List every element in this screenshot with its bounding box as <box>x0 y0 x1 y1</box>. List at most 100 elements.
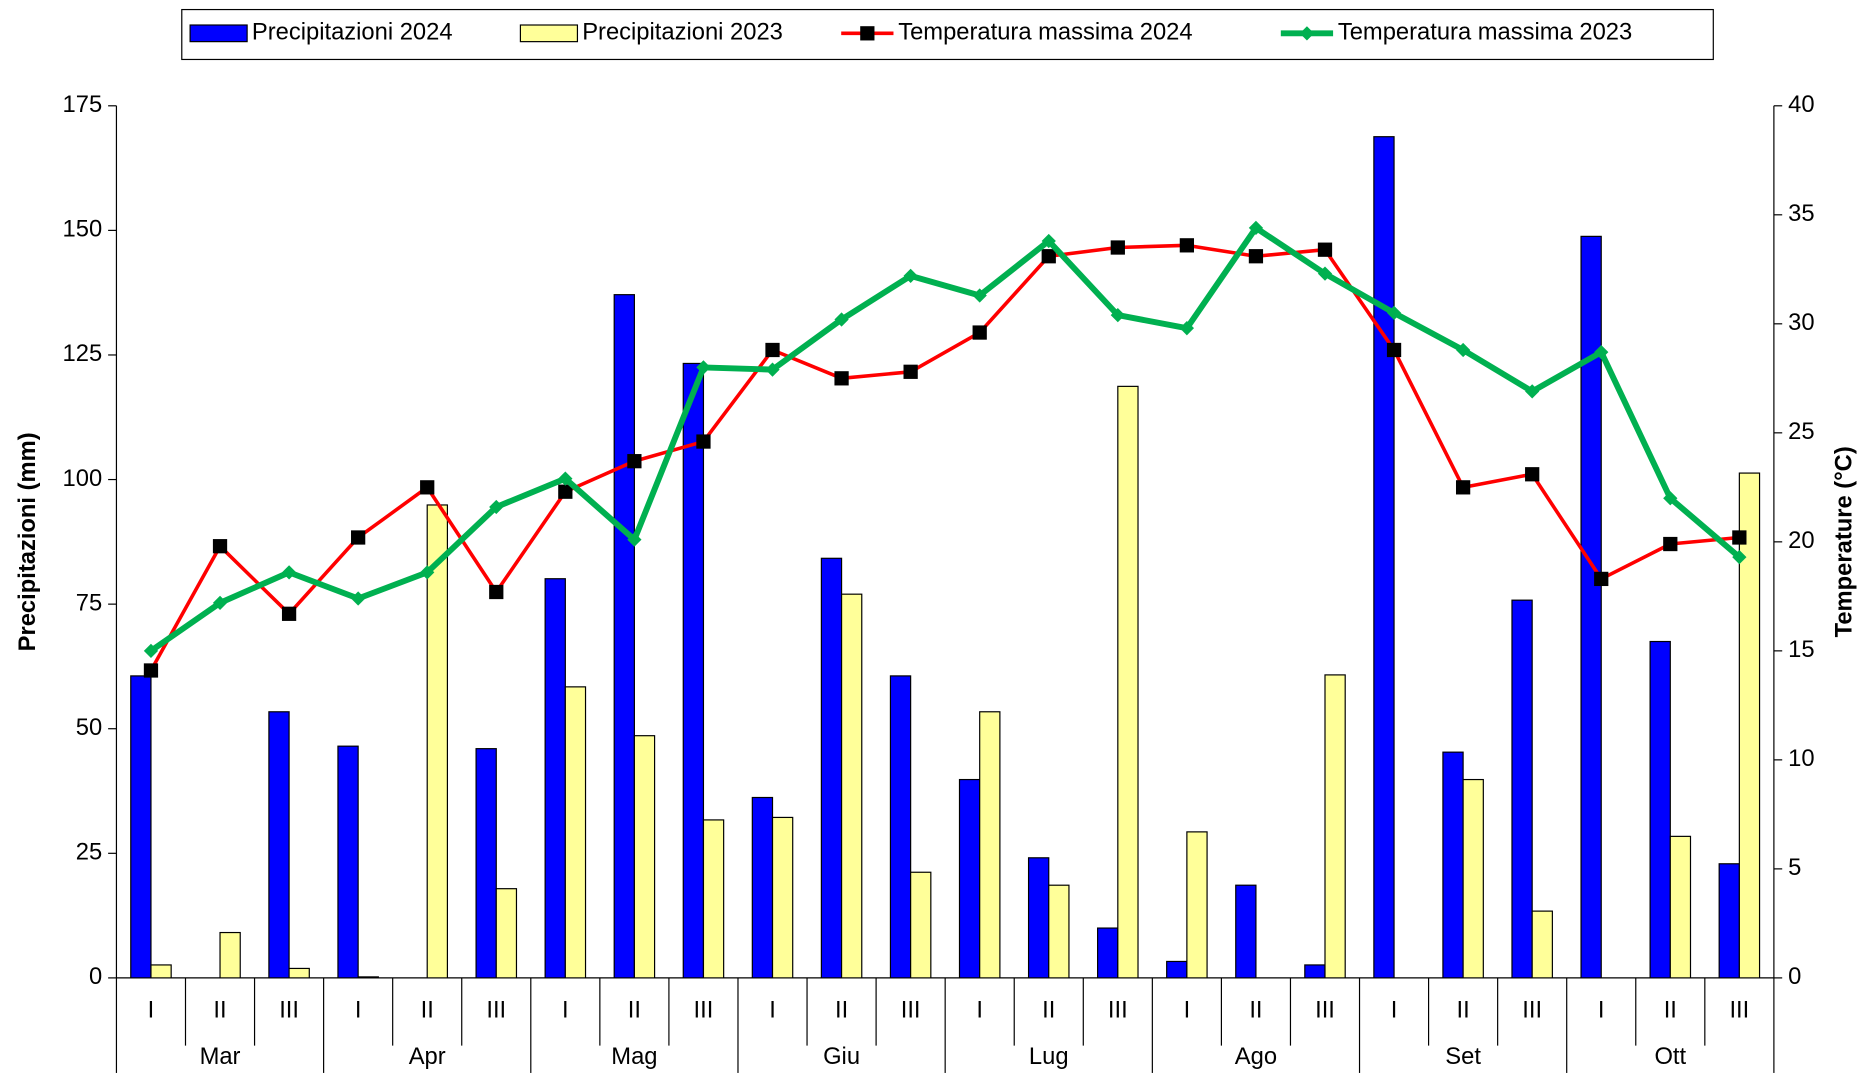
point <box>143 663 159 678</box>
point <box>1179 321 1195 336</box>
y2-tick-label: 25 <box>1788 418 1814 445</box>
point <box>1110 240 1125 255</box>
bar <box>1511 599 1533 979</box>
y2-tick-label: 10 <box>1788 745 1814 772</box>
point <box>903 364 918 379</box>
bar <box>1580 235 1602 979</box>
x-tick-label: I <box>769 996 776 1023</box>
y2-tick-label: 30 <box>1788 309 1814 336</box>
bar <box>288 967 310 979</box>
month-label: Apr <box>409 1043 446 1070</box>
point <box>1317 266 1333 281</box>
bar <box>702 819 725 979</box>
y2-tick-label: 5 <box>1788 854 1801 881</box>
point <box>558 484 573 499</box>
point <box>1317 242 1333 257</box>
bar <box>1097 927 1119 979</box>
bar <box>1117 385 1139 979</box>
point <box>1594 345 1609 360</box>
point <box>1732 549 1747 565</box>
point <box>281 606 297 621</box>
point <box>765 362 780 377</box>
x-tick-label: I <box>355 996 362 1023</box>
month-label: Ott <box>1654 1043 1686 1070</box>
x-tick-label: II <box>835 996 848 1023</box>
bar <box>613 294 635 979</box>
bar <box>1373 136 1395 979</box>
point <box>1179 238 1195 253</box>
bar <box>1324 674 1346 979</box>
legend-label: Precipitazioni 2023 <box>582 19 783 46</box>
y2-axis-title: Temperature (°C) <box>1830 446 1857 637</box>
point <box>696 434 711 449</box>
point <box>558 471 573 486</box>
bar <box>337 745 359 979</box>
x-tick-label: III <box>901 996 921 1023</box>
bar <box>130 675 152 979</box>
point <box>696 360 711 375</box>
point <box>627 454 642 469</box>
point <box>489 584 504 600</box>
point <box>1455 342 1471 358</box>
y-axis-title: Precipitazioni (mm) <box>14 432 41 651</box>
y2-tick-label: 0 <box>1788 963 1801 990</box>
x-tick-label: I <box>148 996 155 1023</box>
bar <box>820 557 843 979</box>
x-tick-label: III <box>279 996 299 1023</box>
bar <box>1048 884 1070 979</box>
bar <box>1531 910 1553 979</box>
month-label: Mar <box>200 1043 241 1070</box>
point <box>1248 249 1264 264</box>
bar <box>268 711 290 979</box>
bar <box>357 976 379 979</box>
y-tick-label: 150 <box>63 216 103 243</box>
y2-tick-label: 20 <box>1788 527 1814 554</box>
y-tick-label: 0 <box>89 963 102 990</box>
x-tick-label: II <box>421 996 434 1023</box>
y2-tick-label: 35 <box>1788 200 1814 227</box>
point <box>1041 249 1056 264</box>
point <box>1525 384 1540 399</box>
x-tick-label: III <box>1522 996 1542 1023</box>
legend-marker <box>1299 26 1315 41</box>
legend-swatch <box>189 24 248 43</box>
point <box>1455 480 1471 495</box>
x-tick-label: I <box>1598 996 1605 1023</box>
point <box>420 480 435 495</box>
point <box>1732 530 1747 545</box>
line <box>149 243 1740 672</box>
x-tick-label: II <box>628 996 641 1023</box>
y-tick-label: 25 <box>76 839 102 866</box>
bar <box>544 578 566 979</box>
bar <box>889 675 912 979</box>
legend-box <box>181 8 1714 61</box>
bar <box>771 816 794 979</box>
y-tick-label: 125 <box>63 340 103 367</box>
bar <box>495 888 518 979</box>
legend-swatch <box>519 24 579 43</box>
point <box>1041 233 1056 249</box>
x-tick-label: II <box>1457 996 1470 1023</box>
bar <box>564 686 587 979</box>
point <box>765 342 780 358</box>
point <box>834 371 849 386</box>
point <box>1663 536 1678 552</box>
y-tick-label: 100 <box>63 465 103 492</box>
point <box>351 530 366 545</box>
x-tick-label: II <box>1249 996 1262 1023</box>
line <box>149 224 1742 654</box>
bar <box>958 778 981 979</box>
bar <box>1166 960 1188 979</box>
bar <box>751 796 774 979</box>
bar <box>150 964 172 979</box>
x-tick-label: III <box>1108 996 1128 1023</box>
point <box>972 325 987 340</box>
x-tick-label: III <box>694 996 714 1023</box>
bar <box>1649 640 1671 979</box>
bar <box>1304 964 1326 979</box>
legend-label: Temperatura massima 2023 <box>1338 19 1632 46</box>
month-label: Giu <box>823 1043 860 1070</box>
x-tick-label: II <box>1042 996 1055 1023</box>
y2-tick-label: 15 <box>1788 636 1814 663</box>
